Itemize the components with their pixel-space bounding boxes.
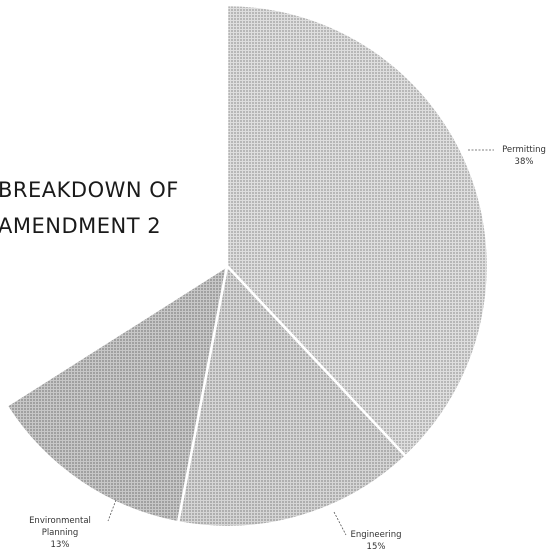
pie-slices: [4, 3, 490, 529]
slice-percent-environmental-planning: 13%: [51, 540, 70, 550]
pie-slice-texture-engineering: [176, 263, 408, 529]
leader-line-environmental-planning: [107, 499, 117, 522]
slice-percent-engineering: 15%: [367, 542, 386, 552]
leader-line-engineering: [333, 511, 347, 536]
chart-title-line-1: BREAKDOWN OF: [0, 178, 179, 202]
slice-label-permitting: Permitting: [502, 145, 546, 155]
chart-title-line-2: AMENDMENT 2: [0, 214, 161, 238]
slice-percent-permitting: 38%: [515, 157, 534, 167]
pie-slice-texture-environmental-planning: [4, 263, 229, 524]
slice-label-environmental-planning-line-1: Environmental: [29, 516, 91, 526]
pie-slice-texture-permitting: [225, 3, 490, 459]
slice-label-engineering: Engineering: [351, 530, 402, 540]
slice-label-environmental-planning-line-2: Planning: [42, 528, 79, 538]
